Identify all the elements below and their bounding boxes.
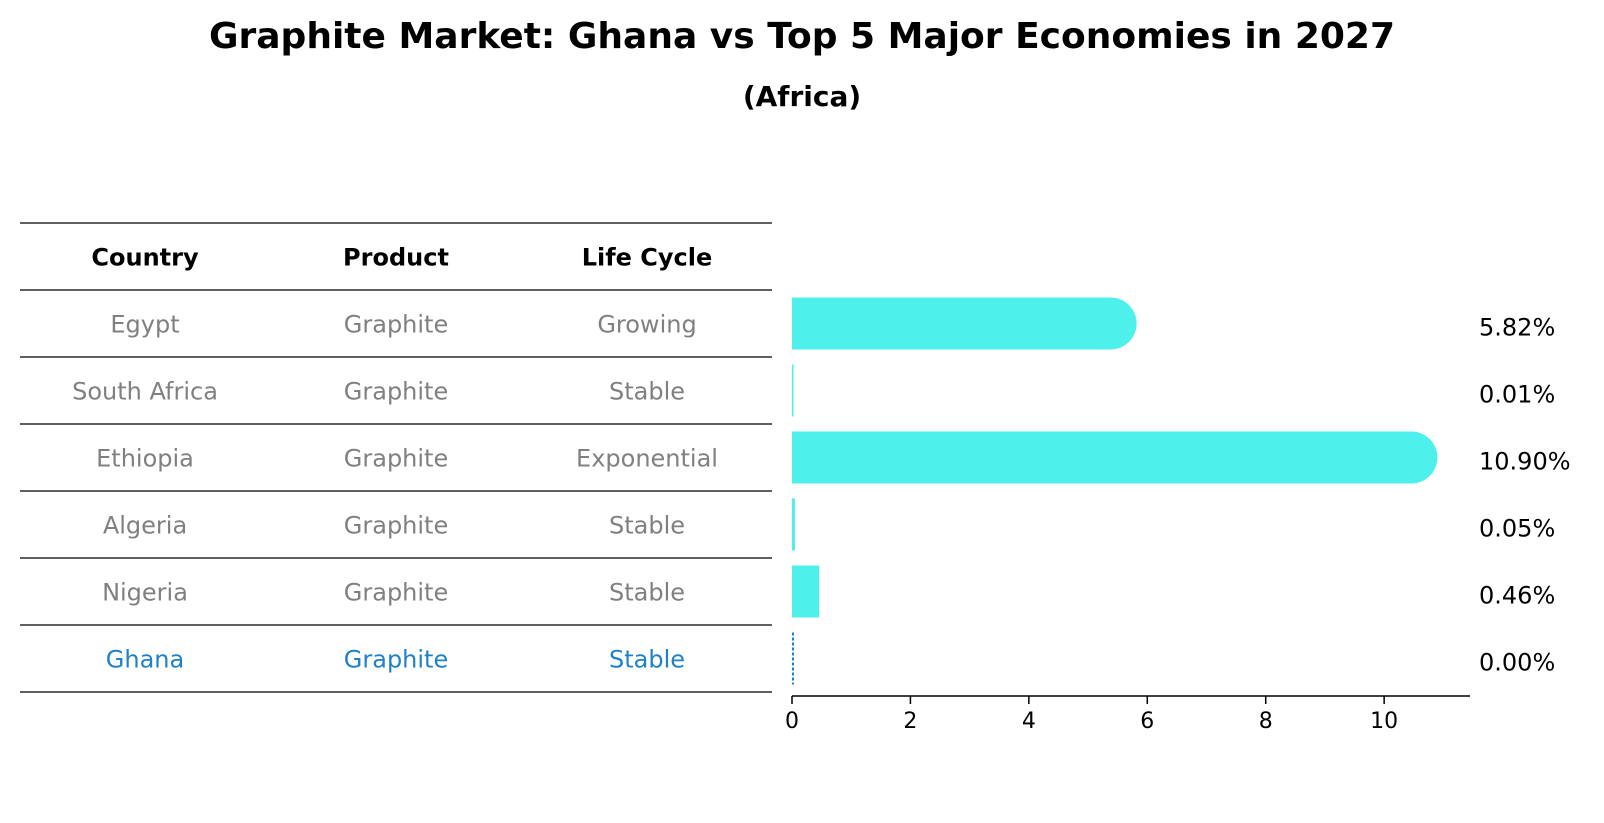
x-tick-label: 8 [1259, 709, 1273, 734]
table-cell-life-cycle: Exponential [576, 445, 718, 473]
value-label: 5.82% [1479, 314, 1555, 342]
table-cell-product: Graphite [344, 445, 448, 473]
x-tick-label: 10 [1370, 709, 1398, 734]
chart-subtitle: (Africa) [742, 80, 862, 113]
table-cell-country: Ethiopia [96, 445, 194, 473]
table-cell-product: Graphite [344, 512, 448, 540]
table-cell-country: Algeria [103, 512, 187, 540]
bar-nigeria [792, 565, 820, 618]
value-label: 0.01% [1479, 381, 1555, 409]
table-cell-country: South Africa [72, 378, 218, 406]
table-cell-product: Graphite [344, 378, 448, 406]
table-cell-country: Nigeria [102, 579, 188, 607]
table-cell-life-cycle: Stable [609, 378, 685, 406]
table-cell-country: Ghana [106, 646, 184, 674]
table-cell-life-cycle: Stable [609, 646, 685, 674]
table-cell-life-cycle: Growing [597, 311, 696, 339]
x-tick-label: 2 [903, 709, 917, 734]
table-cell-country: Egypt [110, 311, 179, 339]
bar-south-africa [792, 364, 794, 417]
bar-algeria [792, 498, 795, 551]
bar-ethiopia [792, 431, 1438, 484]
chart-title: Graphite Market: Ghana vs Top 5 Major Ec… [208, 16, 1396, 57]
table-header-country: Country [91, 244, 199, 272]
table-header-product: Product [343, 244, 449, 272]
x-tick-label: 6 [1140, 709, 1154, 734]
table-cell-product: Graphite [344, 311, 448, 339]
value-label: 0.00% [1479, 649, 1555, 677]
table-cell-product: Graphite [344, 579, 448, 607]
value-label: 10.90% [1479, 448, 1571, 476]
x-tick-label: 4 [1022, 709, 1036, 734]
bar-egypt [792, 297, 1137, 350]
value-label: 0.46% [1479, 582, 1555, 610]
table-header-life-cycle: Life Cycle [582, 244, 713, 272]
table-cell-product: Graphite [344, 646, 448, 674]
table-cell-life-cycle: Stable [609, 512, 685, 540]
table-cell-life-cycle: Stable [609, 579, 685, 607]
value-label: 0.05% [1479, 515, 1555, 543]
x-tick-label: 0 [785, 709, 799, 734]
